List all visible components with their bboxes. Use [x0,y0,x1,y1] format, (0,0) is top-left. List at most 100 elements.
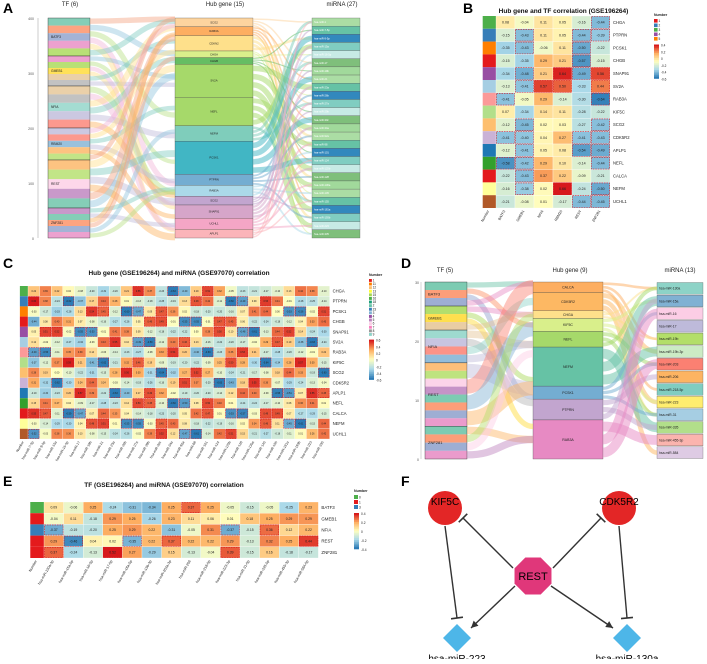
heatmap-c-cell-value: -0.08 [147,351,153,354]
heatmap-b-scale-label: 0.4 [661,44,666,48]
sankey-d-mirna-label: hsa-miR-584 [659,451,679,455]
heatmap-b-cell-value: -0.15 [501,59,509,63]
heatmap-c-cell-value: -0.40 [124,392,130,395]
sankey-d-tf-label: BATF3 [428,292,441,297]
heatmap-c-cell-value: -0.58 [275,392,281,395]
sankey-d-hub-label: CHGA [563,313,574,317]
edge-rest-cdk5r2 [553,518,601,568]
heatmap-c-cell-value: 0.47 [275,341,280,344]
heatmap-e-cell-value: -0.17 [305,551,313,555]
heatmap-e-cell-value: 0.25 [207,506,214,510]
heatmap-c-number-cell [20,398,28,408]
heatmap-c-row-label: APLP1 [333,391,347,396]
node-mir223 [443,624,471,652]
heatmap-b-row-label: UCHL1 [613,199,627,204]
heatmap-c-cell-value: -0.19 [309,372,315,375]
heatmap-c-legend-swatch [369,279,372,282]
heatmap-b-cell-value: 0.66 [559,187,566,191]
heatmap-c-cell-value: 0.41 [252,310,257,313]
heatmap-b-cell-value: 0.29 [540,161,547,165]
heatmap-c-cell-value: -0.07 [275,382,281,385]
heatmap-e-number-cell [30,536,44,547]
heatmap-c-cell-value: 0.37 [194,382,199,385]
sankey-a-mirna-label: hsa-miR-125b [314,167,331,171]
sankey-a-tick: 200 [28,127,34,131]
heatmap-c-cell-value: -0.30 [321,331,327,334]
heatmap-c-cell-value: 0.05 [182,412,187,415]
heatmap-b-cell-value: -0.28 [577,110,585,114]
heatmap-c-cell-value: -0.23 [240,290,246,293]
heatmap-c-gradient-step [369,346,374,348]
sankey-a-tf-stripe [48,189,90,199]
heatmap-c-legend-swatch [369,311,372,314]
heatmap-c-cell-value: -0.24 [228,372,234,375]
sankey-a-hub-label: SNAP91 [209,210,220,214]
heatmap-c-cell-value: 0.13 [194,341,199,344]
heatmap-c-cell-value: 0.56 [124,372,129,375]
heatmap-c-cell-value: 0.02 [240,423,245,426]
heatmap-b-number-cell [483,54,496,67]
heatmap-c-cell-value: 0.54 [171,351,176,354]
heatmap-c-cell-value: 0.40 [171,341,176,344]
heatmap-c-number-cell [20,429,28,439]
heatmap-c-col-label: hsa-miR-335 [311,440,324,459]
heatmap-e-gradient-step [354,520,359,522]
heatmap-c-cell-value: -0.18 [147,412,153,415]
heatmap-c-cell-value: 0.55 [31,412,36,415]
heatmap-c-cell-value: -0.14 [321,300,327,303]
heatmap-c-cell-value: -0.61 [251,331,257,334]
sankey-a-tick: 300 [28,72,34,76]
heatmap-c-legend-title: Number [369,273,383,277]
heatmap-c-cell-value: 0.32 [124,361,129,364]
heatmap-c-cell-value: 0.46 [263,423,268,426]
heatmap-b-number-cell [483,42,496,55]
heatmap-c-cell-value: 0.31 [31,382,36,385]
heatmap-c-cell-value: -0.17 [263,351,269,354]
heatmap-b-col-label: BATF3 [497,210,506,221]
heatmap-c-cell-value: 0.01 [298,433,303,436]
heatmap-c-cell-value: -0.17 [263,290,269,293]
heatmap-c-cell-value: -0.16 [228,310,234,313]
heatmap-c-cell-value: -0.02 [66,331,72,334]
heatmap-b-cell-value: -0.43 [596,136,604,140]
sankey-a-tick: 400 [28,17,34,21]
heatmap-c-cell-value: -0.53 [286,310,292,313]
heatmap-b-cell-value: -0.24 [577,187,585,191]
heatmap-c-cell-value: -0.61 [193,433,199,436]
heatmap-e-col-label: hsa-miR-584-5p [293,559,309,583]
sankey-d-mirna-label: hsa-miR-203 [659,362,679,366]
heatmap-c-cell-value: -0.53 [228,412,234,415]
sankey-a-tf-title: TF (6) [46,2,94,8]
heatmap-b-row-label: CDK5R2 [613,135,630,140]
heatmap-b-legend-swatch [654,37,658,41]
heatmap-e-legend-count: 0 [359,496,361,500]
heatmap-e-cell-value: -0.26 [148,517,156,521]
node-cdk5r2-label: CDK5R2 [599,497,639,508]
sankey-a-mirna-label: hsa-miR-124 [314,159,329,163]
heatmap-c-cell-value: 0.11 [275,423,280,426]
sankey-a-mirna-label: hsa-miR-26b [314,93,329,97]
heatmap-c-row-label: CDK5R2 [333,380,350,385]
sankey-a-mirna-label: hsa-miR-23a [314,85,329,89]
heatmap-c-cell-value: -0.41 [89,361,95,364]
heatmap-e-row-label: NFIA [321,527,331,532]
sankey-a-hub-label: SCG2 [210,199,218,203]
heatmap-b-legend-count: 3 [659,28,661,32]
sankey-a-tick: 0 [32,237,34,241]
sankey-d-mirna-label: hsa-miR-16 [659,312,677,316]
heatmap-e-cell-value: 0.44 [305,539,312,543]
heatmap-c-cell-value: 0.07 [287,412,292,415]
heatmap-c-cell-value: 0.22 [31,290,36,293]
heatmap-c-cell-value: -0.08 [89,321,95,324]
heatmap-c-cell-value: 0.00 [275,310,280,313]
heatmap-c-cell-value: -0.05 [228,290,234,293]
heatmap-b-cell-value: -0.58 [501,161,509,165]
sankey-a-mirna-label: hsa-miR-30c [314,118,329,122]
heatmap-c-cell-value: 0.55 [310,392,315,395]
edge-kif5c-mir223-tbar [451,617,463,619]
heatmap-c-cell-value: -0.24 [263,321,269,324]
heatmap-c-cell-value: -0.29 [54,423,60,426]
heatmap-e-cell-value: -0.46 [70,539,78,543]
heatmap-c-cell-value: -0.21 [251,290,257,293]
sankey-a-mirna-label: hsa-miR-155 [314,199,329,203]
